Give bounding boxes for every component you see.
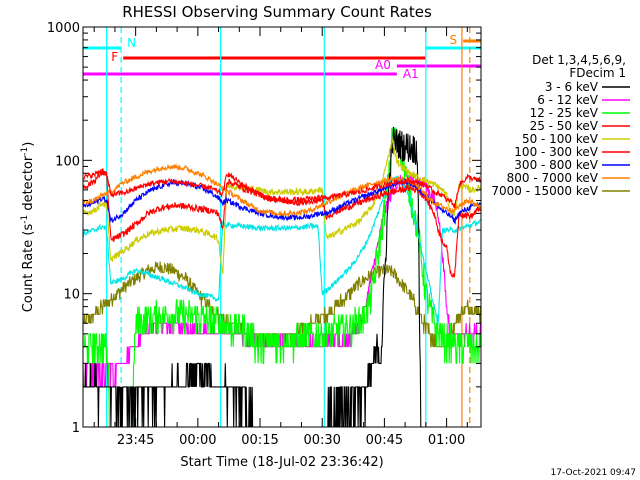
series-line <box>82 168 482 209</box>
x-tick-label: 00:45 <box>366 433 403 448</box>
x-tick-label: 01:00 <box>428 433 465 448</box>
flag-label-a0: A0 <box>375 58 391 72</box>
top-bars: NF A0 A1 S <box>83 33 481 81</box>
legend-label: 3 - 6 keV <box>545 80 599 94</box>
timestamp-footer: 17-Oct-2021 09:47 <box>551 468 636 478</box>
flag-label-f: F <box>111 50 118 64</box>
y-axis-label: Count Rate (s-1 detector-1) <box>20 142 36 313</box>
legend-label: 12 - 25 keV <box>530 106 599 120</box>
legend-label: 800 - 7000 keV <box>507 171 599 185</box>
legend-label: 25 - 50 keV <box>530 119 599 133</box>
series-line <box>83 127 482 428</box>
y-axis-label-sup2: -1 <box>20 147 30 156</box>
y-axis-label-end: ) <box>21 142 36 147</box>
series-line <box>82 139 482 274</box>
series-line <box>82 170 482 388</box>
legend-header: Det 1,3,4,5,6,9, <box>532 53 626 67</box>
axis-ticks: 1 10 100 1000 23:45 00:00 00:15 00:30 00:45 01:00 <box>47 21 481 448</box>
legend-label: 50 - 100 keV <box>522 132 599 146</box>
legend-label: 300 - 800 keV <box>514 158 598 172</box>
y-tick-label: 100 <box>55 154 80 169</box>
x-tick-label: 00:00 <box>179 433 216 448</box>
flag-label-s: S <box>450 33 458 47</box>
flag-label-a1: A1 <box>403 67 419 81</box>
legend-label: 7000 - 15000 keV <box>491 184 598 198</box>
flag-label-n: N <box>127 36 136 50</box>
series-line <box>83 126 481 428</box>
y-axis-label-main: Count Rate (s <box>21 224 36 313</box>
x-tick-label: 23:45 <box>117 433 154 448</box>
series-layer <box>82 126 482 428</box>
y-axis-label-sup1: -1 <box>20 215 30 224</box>
plot-frame <box>82 26 482 428</box>
y-tick-label: 1000 <box>47 21 80 36</box>
legend-label: 6 - 12 keV <box>537 93 599 107</box>
series-line <box>82 175 481 325</box>
x-tick-label: 00:30 <box>303 433 340 448</box>
x-tick-label: 00:15 <box>241 433 278 448</box>
legend-header: FDecim 1 <box>569 66 626 80</box>
x-axis-label: Start Time (18-Jul-02 23:36:42) <box>180 455 383 470</box>
y-tick-label: 1 <box>72 421 80 436</box>
chart-title: RHESSI Observing Summary Count Rates <box>122 3 432 21</box>
legend-label: 100 - 300 keV <box>514 145 598 159</box>
y-tick-label: 10 <box>63 288 80 303</box>
y-axis-label-mid: detector <box>21 155 36 215</box>
